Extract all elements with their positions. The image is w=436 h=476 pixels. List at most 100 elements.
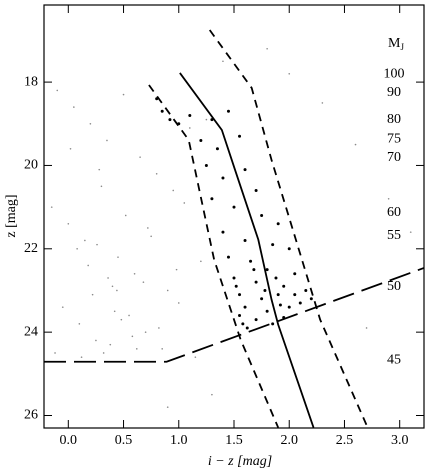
mass-label: 45 <box>387 353 401 368</box>
mass-title: MJ <box>388 36 404 52</box>
data-point <box>122 93 125 96</box>
data-point <box>234 284 238 288</box>
data-point <box>177 302 180 304</box>
x-tick-label: 0.0 <box>60 433 78 448</box>
data-point <box>222 60 224 63</box>
data-point <box>243 238 247 242</box>
data-point <box>271 322 275 326</box>
x-tick-label: 1.0 <box>170 433 188 448</box>
data-point <box>287 247 291 251</box>
data-point <box>249 259 253 263</box>
data-point <box>87 264 89 267</box>
data-point <box>387 197 390 200</box>
data-point <box>263 288 267 292</box>
x-tick-label: 0.5 <box>115 433 133 448</box>
data-point <box>142 281 145 283</box>
data-point <box>288 72 291 75</box>
data-point <box>116 289 118 292</box>
data-point <box>109 343 112 346</box>
data-point <box>254 188 258 192</box>
data-point <box>166 406 169 408</box>
data-point <box>67 222 70 225</box>
x-axis-label: i − z [mag] <box>208 454 272 469</box>
data-point <box>304 288 308 292</box>
data-point <box>100 185 103 188</box>
data-point <box>166 289 169 292</box>
y-tick-label: 24 <box>24 324 38 339</box>
data-point <box>111 285 114 288</box>
mass-title-main: M <box>388 36 401 51</box>
data-point <box>221 176 225 180</box>
data-point <box>293 293 297 297</box>
data-point <box>409 231 412 233</box>
boundary-line <box>148 84 280 428</box>
data-point <box>243 305 247 309</box>
data-point <box>50 206 53 208</box>
data-point <box>172 189 175 192</box>
data-point <box>254 280 258 284</box>
data-point <box>107 277 109 279</box>
y-tick-label: 20 <box>24 158 38 173</box>
data-point <box>260 213 264 217</box>
data-point <box>200 260 202 263</box>
data-point <box>188 113 192 117</box>
data-point <box>144 331 147 333</box>
data-point <box>276 293 280 297</box>
data-point <box>150 235 152 238</box>
data-point <box>69 147 72 150</box>
data-point <box>226 109 230 113</box>
data-point <box>245 326 249 330</box>
data-point <box>98 168 101 171</box>
mass-title-sub: J <box>400 42 404 52</box>
data-point <box>265 268 269 272</box>
x-tick-label: 3.0 <box>391 433 409 448</box>
plot-frame <box>43 4 425 429</box>
data-point <box>135 348 138 350</box>
data-point <box>199 138 203 142</box>
data-point <box>120 318 123 321</box>
data-point <box>54 352 56 354</box>
mass-label: 90 <box>387 85 401 100</box>
data-point <box>298 301 302 305</box>
data-point <box>84 239 86 242</box>
data-point <box>238 293 242 297</box>
mass-label: 70 <box>387 150 401 165</box>
data-point <box>194 356 197 358</box>
data-point <box>265 309 269 313</box>
data-point <box>78 323 81 325</box>
data-point <box>106 139 108 142</box>
data-point <box>147 227 149 229</box>
data-point <box>95 339 97 342</box>
data-point <box>293 272 297 276</box>
x-tick-label: 2.5 <box>336 433 354 448</box>
boundary-line <box>208 29 369 428</box>
data-point <box>61 306 64 308</box>
data-point <box>271 243 275 247</box>
data-point <box>161 348 163 350</box>
boundary-line <box>44 267 424 363</box>
boundary-line <box>179 72 315 428</box>
data-point <box>260 297 264 301</box>
data-point <box>215 147 219 151</box>
data-point <box>139 156 141 158</box>
data-point <box>221 230 225 234</box>
x-tick-label: 1.5 <box>225 433 243 448</box>
data-point <box>266 47 268 50</box>
y-axis-label: z [mag] <box>4 194 19 237</box>
data-point <box>56 89 59 92</box>
mass-label: 60 <box>387 205 401 220</box>
data-point <box>158 327 160 329</box>
data-point <box>155 172 158 175</box>
data-point <box>133 273 136 275</box>
data-point <box>96 243 98 246</box>
data-point <box>204 163 208 167</box>
data-point <box>287 305 291 309</box>
data-point <box>238 134 242 138</box>
y-tick-label: 22 <box>24 241 38 256</box>
mass-label: 50 <box>387 279 401 294</box>
mass-label: 100 <box>384 66 405 81</box>
data-point <box>117 256 119 258</box>
x-tick-label: 2.0 <box>280 433 298 448</box>
data-point <box>128 314 130 317</box>
